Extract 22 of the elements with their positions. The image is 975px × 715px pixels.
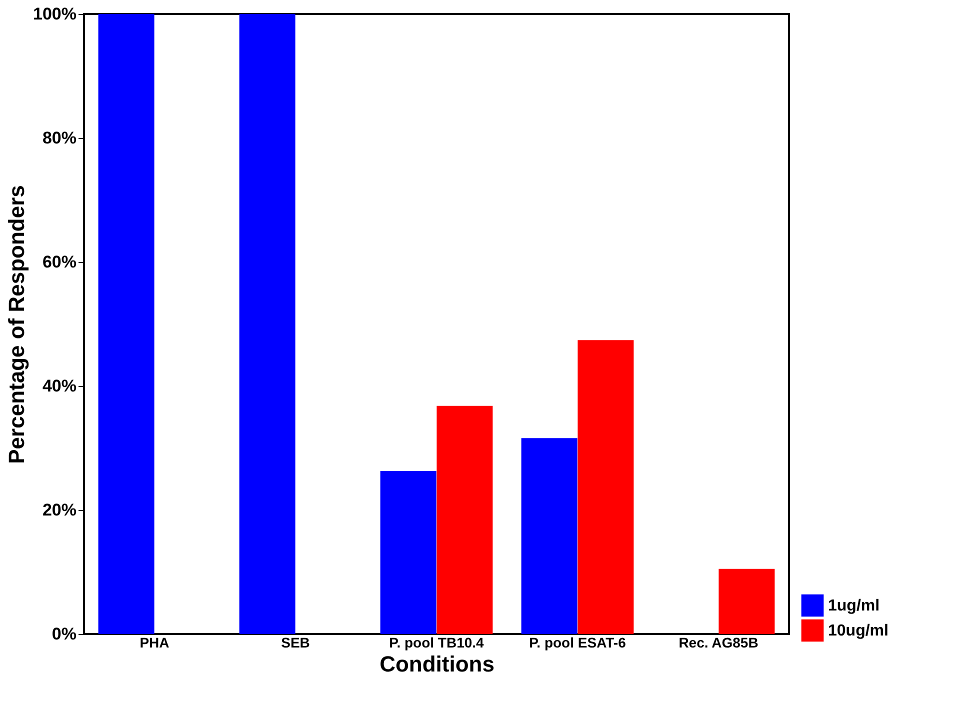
- bar: [98, 14, 154, 634]
- x-tick-label: PHA: [140, 634, 170, 650]
- y-tick-label: 20%: [42, 500, 76, 520]
- y-axis-title: Percentage of Responders: [4, 185, 30, 464]
- bar: [436, 406, 493, 634]
- bar: [239, 14, 296, 634]
- y-tick-label: 60%: [42, 252, 76, 272]
- x-tick-label: P. pool ESAT-6: [529, 634, 626, 650]
- y-tick-label: 80%: [42, 128, 76, 148]
- bar: [718, 568, 775, 634]
- y-tick-label: 40%: [42, 376, 76, 396]
- legend-label: 10ug/ml: [828, 622, 888, 640]
- bar: [380, 470, 436, 634]
- y-tick-label: 100%: [33, 4, 76, 24]
- x-tick-label: P. pool TB10.4: [389, 634, 484, 650]
- x-axis-title: Conditions: [380, 652, 494, 676]
- bar: [521, 438, 578, 634]
- x-tick-label: SEB: [281, 634, 310, 650]
- x-tick-label: Rec. AG85B: [678, 634, 758, 650]
- bar: [578, 340, 634, 634]
- legend-label: 1ug/ml: [828, 598, 880, 614]
- y-tick-label: 0%: [52, 624, 76, 644]
